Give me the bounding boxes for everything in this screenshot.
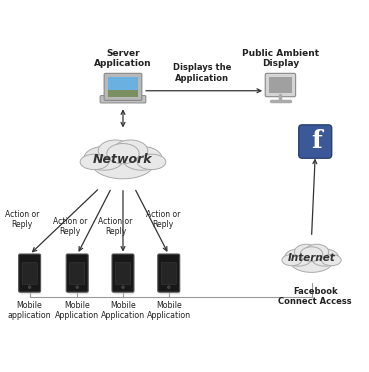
Text: Server
Application: Server Application	[94, 49, 152, 68]
FancyBboxPatch shape	[108, 90, 138, 97]
FancyBboxPatch shape	[158, 254, 180, 292]
Circle shape	[76, 286, 79, 289]
FancyBboxPatch shape	[112, 254, 134, 292]
FancyBboxPatch shape	[70, 263, 85, 285]
Ellipse shape	[311, 249, 339, 266]
Text: Action or
Reply: Action or Reply	[5, 210, 39, 229]
Text: Action or
Reply: Action or Reply	[99, 217, 133, 237]
Text: Mobile
Application: Mobile Application	[101, 301, 145, 320]
Ellipse shape	[80, 154, 109, 170]
Circle shape	[122, 286, 124, 289]
Text: Facebook
Connect Access: Facebook Connect Access	[278, 287, 352, 306]
FancyBboxPatch shape	[22, 263, 37, 285]
Ellipse shape	[113, 140, 148, 161]
Text: Mobile
application: Mobile application	[8, 301, 51, 320]
Ellipse shape	[284, 249, 312, 266]
Text: Action or
Reply: Action or Reply	[146, 210, 180, 229]
Circle shape	[28, 286, 31, 289]
Ellipse shape	[122, 147, 162, 170]
Text: Mobile
Application: Mobile Application	[55, 301, 99, 320]
Ellipse shape	[294, 244, 318, 260]
FancyBboxPatch shape	[114, 288, 134, 294]
Text: Network: Network	[93, 153, 153, 166]
FancyBboxPatch shape	[104, 73, 142, 100]
Text: Mobile
Application: Mobile Application	[147, 301, 191, 320]
Text: f: f	[311, 129, 322, 153]
FancyBboxPatch shape	[20, 288, 41, 294]
Ellipse shape	[290, 250, 333, 272]
FancyBboxPatch shape	[299, 125, 332, 158]
FancyBboxPatch shape	[68, 288, 89, 294]
Ellipse shape	[300, 247, 323, 262]
Ellipse shape	[107, 144, 139, 164]
Text: Internet: Internet	[288, 253, 335, 263]
Text: Action or
Reply: Action or Reply	[53, 217, 87, 237]
Ellipse shape	[92, 148, 154, 179]
Text: Public Ambient
Display: Public Ambient Display	[242, 49, 319, 68]
Ellipse shape	[84, 147, 124, 170]
FancyBboxPatch shape	[66, 254, 88, 292]
FancyBboxPatch shape	[161, 263, 176, 285]
Ellipse shape	[282, 254, 302, 266]
FancyBboxPatch shape	[269, 77, 292, 93]
FancyBboxPatch shape	[108, 77, 138, 90]
FancyBboxPatch shape	[18, 254, 41, 292]
Text: Displays the
Application: Displays the Application	[173, 63, 231, 83]
Ellipse shape	[305, 244, 329, 260]
Ellipse shape	[321, 254, 341, 266]
Ellipse shape	[137, 154, 166, 170]
Ellipse shape	[98, 140, 132, 161]
Text: Action or
Reply: Action or Reply	[104, 76, 142, 95]
FancyBboxPatch shape	[100, 96, 146, 103]
FancyBboxPatch shape	[265, 73, 296, 97]
FancyBboxPatch shape	[115, 263, 131, 285]
FancyBboxPatch shape	[160, 288, 180, 294]
Circle shape	[168, 286, 170, 289]
